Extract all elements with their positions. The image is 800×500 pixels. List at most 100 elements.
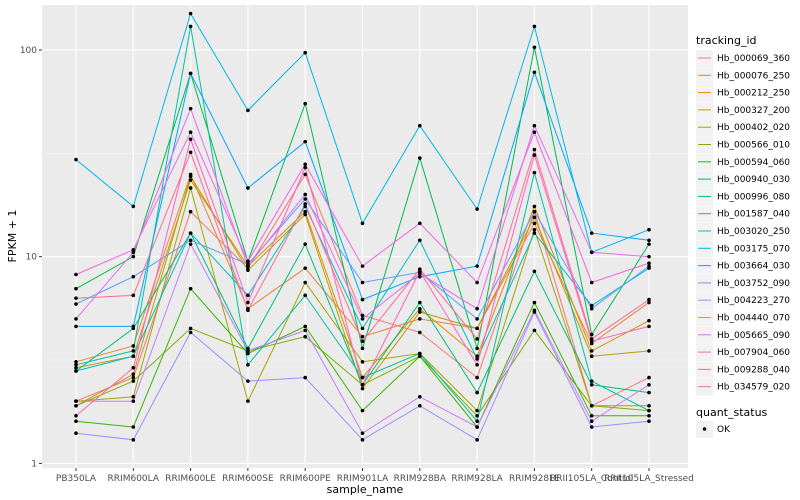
legend-item-label: Hb_034579_020 [717,383,790,393]
plot-panel [42,5,688,468]
data-point [74,360,78,364]
data-point [589,280,594,285]
data-point [360,221,365,226]
data-point [74,403,78,408]
data-point [532,24,537,29]
data-point [74,419,78,423]
data-point [360,438,365,442]
data-point [647,382,651,387]
data-point [360,386,365,391]
legend-item-label: Hb_000402_020 [717,123,790,133]
data-point [246,268,250,273]
data-point [589,403,594,408]
x-axis-title: sample_name [327,483,404,496]
data-point [360,339,365,344]
data-point [360,264,365,268]
data-point [131,349,136,353]
data-point [647,408,651,413]
data-point [418,310,422,314]
data-point [418,403,422,408]
data-point [418,330,422,335]
data-point [475,413,479,418]
data-point [246,259,250,264]
data-point [589,306,594,311]
data-point [246,399,250,403]
data-point [188,242,193,246]
data-point [418,300,422,305]
data-point [360,280,365,285]
data-point [131,372,136,377]
data-point [532,130,537,135]
data-point [188,174,193,179]
data-point [246,346,250,351]
data-point [418,317,422,321]
data-point [360,431,365,435]
data-point [246,362,250,367]
data-point [475,326,479,331]
data-point [131,274,136,279]
data-point [647,238,651,243]
data-point [246,186,250,190]
legend-item-label: Hb_000076_250 [717,71,790,81]
data-point [589,379,594,383]
data-point [360,360,365,364]
data-point [188,209,193,214]
data-point [246,349,250,353]
data-point [74,369,78,373]
data-point [475,354,479,359]
y-tick-label: 1 [31,459,37,469]
data-point [647,413,651,418]
data-point [589,382,594,387]
legend-item-label: Hb_004440_070 [717,314,790,324]
data-point [589,354,594,359]
data-point [532,227,537,232]
data-point [131,366,136,370]
data-point [246,308,250,313]
legend-title: tracking_id [696,34,757,47]
data-point [589,413,594,418]
x-tick-label: RRII105LA_Control [550,474,633,484]
data-point [647,375,651,380]
data-point [360,297,365,302]
data-point [303,139,308,144]
data-point [246,300,250,305]
data-point [188,11,193,16]
data-point [131,394,136,399]
x-axis: PB350LA RRIM600LA RRIM600LE RRIM600SE RRIM60… [56,468,694,484]
x-tick-label: RRIM928LE [509,474,560,484]
data-point [532,45,537,50]
data-point [303,280,308,285]
data-point [188,106,193,111]
data-point [647,300,651,305]
data-point [475,306,479,311]
data-point [647,227,651,232]
data-point [188,130,193,135]
data-point [647,264,651,268]
data-point [303,324,308,329]
data-point [418,123,422,128]
legend-item-label: Hb_000212_250 [717,89,790,99]
x-tick-label: RRIM928LA [451,474,503,484]
data-point [303,101,308,106]
data-point [532,170,537,175]
data-point [532,215,537,220]
data-point [246,293,250,298]
legend-shape-point [702,427,707,431]
data-point [360,408,365,413]
data-point [532,300,537,305]
data-point [303,212,308,217]
data-point [188,286,193,291]
data-point [589,303,594,308]
data-point [647,242,651,246]
data-point [188,71,193,76]
legend-item-label: Hb_000566_010 [717,141,790,151]
data-point [647,261,651,265]
data-point [360,317,365,321]
data-point [475,337,479,341]
x-tick-label: RRIM901LA [337,474,389,484]
data-point [188,150,193,155]
legend-item-label: Hb_003752_090 [717,279,790,289]
data-point [188,178,193,182]
points-group [74,11,651,442]
